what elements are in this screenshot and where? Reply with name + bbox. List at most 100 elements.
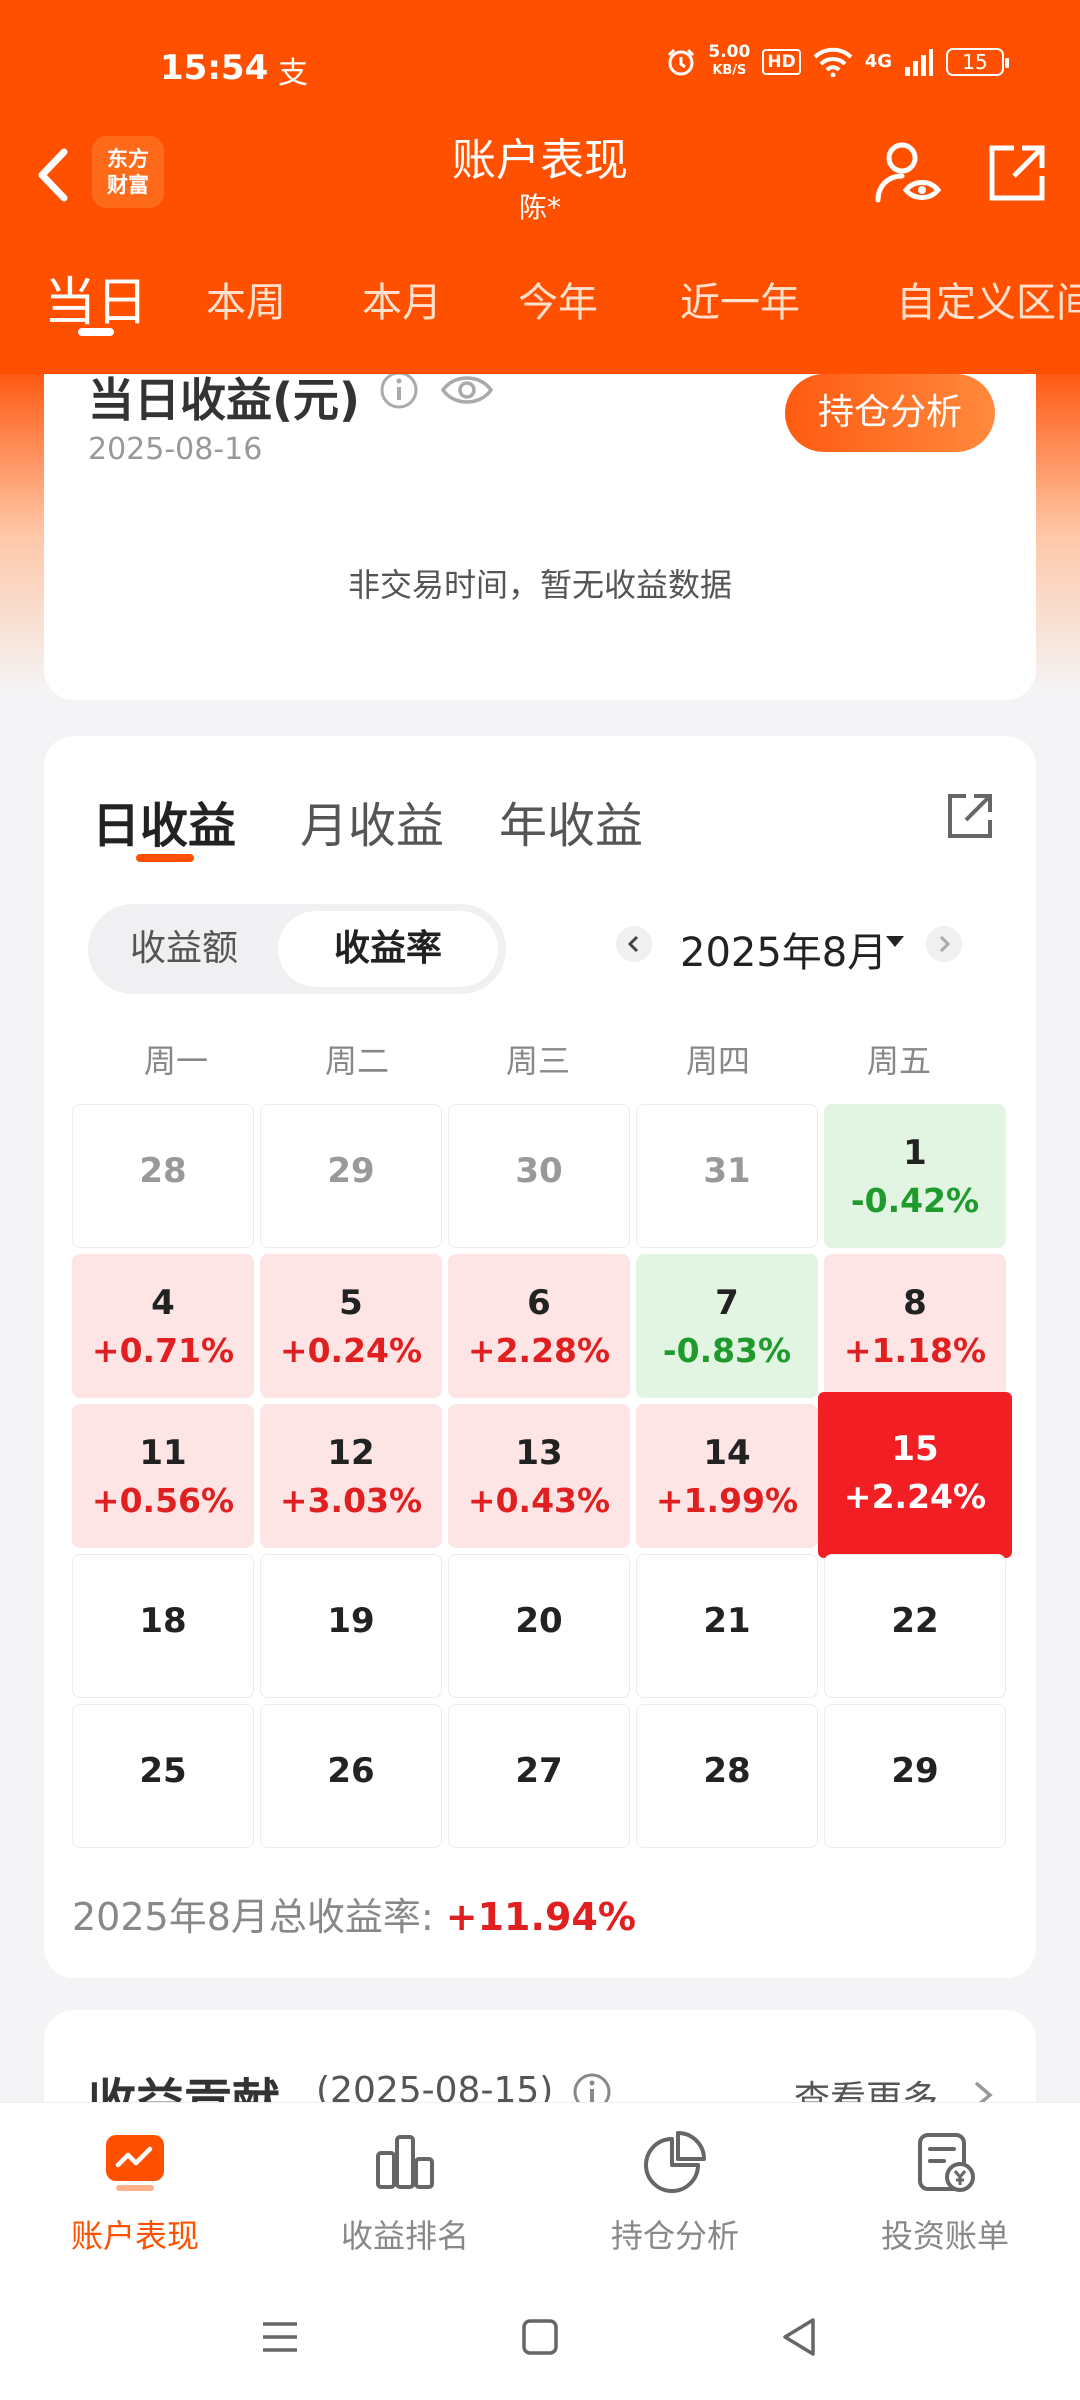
tab-week[interactable]: 本周 [206, 280, 286, 326]
calendar-day[interactable]: 30 [448, 1104, 630, 1248]
day-number: 29 [891, 1751, 939, 1791]
day-return-rate: -0.83% [662, 1331, 792, 1370]
day-return-rate: +1.99% [655, 1481, 799, 1520]
back-nav-icon[interactable] [775, 2312, 825, 2362]
calendar-day[interactable]: 28 [636, 1704, 818, 1848]
toggle-rate[interactable]: 收益率 [278, 911, 498, 987]
page-title: 账户表现 [452, 135, 628, 186]
signal-type: 4G [864, 51, 892, 72]
calendar-day[interactable]: 5 +0.24% [260, 1254, 442, 1398]
share-icon[interactable] [986, 142, 1048, 204]
user-privacy-icon[interactable] [872, 138, 944, 210]
tab-yearly-profit[interactable]: 年收益 [499, 798, 644, 854]
day-return-rate: -0.42% [850, 1181, 980, 1220]
day-return-rate: +3.03% [279, 1481, 423, 1520]
calendar-day[interactable]: 13 +0.43% [448, 1404, 630, 1548]
account-name: 陈* [518, 191, 561, 224]
tab-last-year[interactable]: 近一年 [680, 280, 800, 326]
nav-investment-statement[interactable]: 投资账单 [825, 2129, 1065, 2257]
month-label[interactable]: 2025年8月 [680, 930, 888, 976]
nav-account-performance[interactable]: 账户表现 [15, 2129, 255, 2257]
calendar-day[interactable]: 25 [72, 1704, 254, 1848]
holding-analysis-button[interactable]: 持仓分析 [785, 374, 995, 452]
battery-icon: 15 [946, 47, 1009, 76]
net-speed-value: 5.00 [708, 42, 751, 62]
tab-custom-range[interactable]: 自定义区间 [896, 280, 1080, 326]
daily-profit-date: 2025-08-16 [88, 432, 263, 467]
calendar-day-selected[interactable]: 15 +2.24% [818, 1392, 1012, 1558]
prev-month-icon[interactable] [616, 926, 652, 962]
tab-today[interactable]: 当日 [44, 273, 149, 333]
tab-year[interactable]: 今年 [518, 280, 598, 326]
signal-icon [905, 48, 933, 76]
calendar-share-icon[interactable] [944, 790, 996, 842]
calendar-day[interactable]: 12 +3.03% [260, 1404, 442, 1548]
pie-chart-icon [644, 2131, 706, 2193]
calendar-day[interactable]: 28 [72, 1104, 254, 1248]
weekday-label: 周一 [143, 1042, 208, 1080]
calendar-day[interactable]: 14 +1.99% [636, 1404, 818, 1548]
info-icon[interactable] [379, 370, 419, 410]
next-month-icon[interactable] [926, 926, 962, 962]
day-number: 1 [903, 1133, 927, 1173]
month-dropdown-icon[interactable] [886, 936, 904, 947]
calendar-day[interactable]: 29 [824, 1704, 1006, 1848]
home-icon[interactable] [515, 2312, 565, 2362]
net-speed-unit: KB/S [712, 63, 747, 78]
bill-icon [918, 2133, 975, 2192]
day-number: 13 [515, 1433, 563, 1473]
profit-calendar-card: 日收益 月收益 年收益 收益额 收益率 2025年8月 周一 周二 周三 周四 … [44, 736, 1036, 1978]
weekday-label: 周三 [505, 1042, 570, 1080]
daily-profit-title: 当日收益(元) [88, 373, 361, 427]
calendar-day[interactable]: 19 [260, 1554, 442, 1698]
weekday-label: 周五 [866, 1042, 931, 1080]
bottom-nav: 账户表现 收益排名 持仓分析 投资账单 [0, 2102, 1080, 2282]
day-number: 30 [515, 1151, 563, 1191]
alipay-icon: 支 [278, 56, 308, 91]
tab-monthly-profit[interactable]: 月收益 [300, 798, 445, 854]
day-number: 20 [515, 1601, 563, 1641]
calendar-day[interactable]: 6 +2.28% [448, 1254, 630, 1398]
calendar-day[interactable]: 8 +1.18% [824, 1254, 1006, 1398]
tab-month[interactable]: 本月 [362, 280, 442, 326]
calendar-day[interactable]: 26 [260, 1704, 442, 1848]
calendar-day[interactable]: 7 -0.83% [636, 1254, 818, 1398]
menu-icon[interactable] [255, 2312, 305, 2362]
calendar-day[interactable]: 4 +0.71% [72, 1254, 254, 1398]
period-tabs: 当日 本周 本月 今年 近一年 自定义区间 [0, 256, 1080, 356]
calendar-day[interactable]: 1 -0.42% [824, 1104, 1006, 1248]
calendar-day[interactable]: 20 [448, 1554, 630, 1698]
day-number: 8 [903, 1283, 927, 1323]
day-number: 22 [891, 1601, 939, 1641]
nav-profit-ranking[interactable]: 收益排名 [285, 2129, 525, 2257]
day-number: 7 [715, 1283, 739, 1323]
day-number: 4 [151, 1283, 175, 1323]
eye-icon[interactable] [440, 372, 494, 408]
calendar-day[interactable]: 31 [636, 1104, 818, 1248]
calendar-tab-indicator [136, 854, 194, 862]
calendar-day[interactable]: 21 [636, 1554, 818, 1698]
amount-rate-toggle: 收益额 收益率 [88, 904, 506, 994]
tab-daily-profit[interactable]: 日收益 [92, 798, 237, 854]
nav-holding-analysis[interactable]: 持仓分析 [555, 2129, 795, 2257]
logo-line1: 东方 [107, 147, 149, 171]
day-number: 26 [327, 1751, 375, 1791]
month-total-value: +11.94% [445, 1895, 636, 1939]
back-icon[interactable] [30, 140, 80, 210]
nav-label: 收益排名 [340, 2217, 469, 2255]
day-number: 12 [327, 1433, 375, 1473]
nav-label: 账户表现 [70, 2217, 199, 2255]
calendar-day[interactable]: 22 [824, 1554, 1006, 1698]
bar-chart-icon [376, 2135, 434, 2189]
calendar-day[interactable]: 27 [448, 1704, 630, 1848]
status-time: 15:54 [160, 48, 269, 88]
day-number: 5 [339, 1283, 363, 1323]
calendar-day[interactable]: 29 [260, 1104, 442, 1248]
toggle-amount[interactable]: 收益额 [129, 928, 238, 969]
empty-state-text: 非交易时间，暂无收益数据 [347, 566, 732, 604]
weekday-label: 周四 [685, 1042, 750, 1080]
calendar-day[interactable]: 18 [72, 1554, 254, 1698]
day-number: 21 [703, 1601, 751, 1641]
calendar-day[interactable]: 11 +0.56% [72, 1404, 254, 1548]
system-nav-bar [0, 2282, 1080, 2400]
